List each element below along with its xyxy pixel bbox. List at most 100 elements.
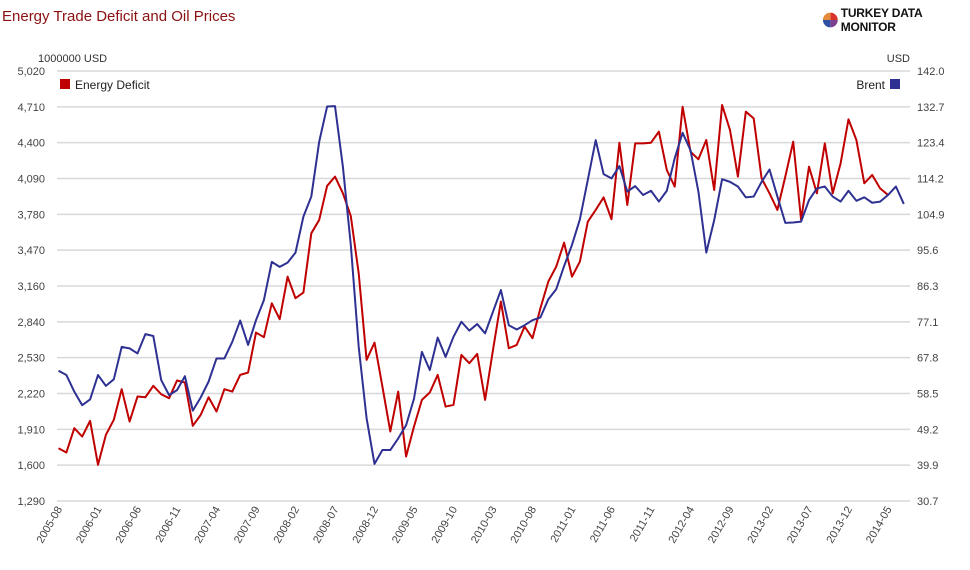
- data-point[interactable]: [230, 389, 235, 394]
- data-point[interactable]: [404, 423, 409, 428]
- data-point[interactable]: [167, 393, 172, 398]
- data-point[interactable]: [72, 426, 77, 431]
- data-point[interactable]: [656, 129, 661, 134]
- data-point[interactable]: [435, 335, 440, 340]
- data-point[interactable]: [483, 397, 488, 402]
- data-point[interactable]: [238, 318, 243, 323]
- data-point[interactable]: [372, 340, 377, 345]
- data-point[interactable]: [64, 373, 69, 378]
- data-point[interactable]: [96, 462, 101, 467]
- data-point[interactable]: [838, 161, 843, 166]
- data-point[interactable]: [680, 104, 685, 109]
- data-point[interactable]: [822, 184, 827, 189]
- data-point[interactable]: [325, 104, 330, 109]
- data-point[interactable]: [317, 217, 322, 222]
- data-point[interactable]: [151, 383, 156, 388]
- data-point[interactable]: [704, 250, 709, 255]
- data-point[interactable]: [554, 264, 559, 269]
- data-point[interactable]: [822, 141, 827, 146]
- data-point[interactable]: [791, 139, 796, 144]
- data-point[interactable]: [88, 397, 93, 402]
- data-point[interactable]: [159, 378, 164, 383]
- data-point[interactable]: [293, 250, 298, 255]
- data-point[interactable]: [143, 395, 148, 400]
- data-point[interactable]: [254, 318, 259, 323]
- data-point[interactable]: [838, 199, 843, 204]
- data-point[interactable]: [688, 148, 693, 153]
- data-point[interactable]: [135, 351, 140, 356]
- data-point[interactable]: [80, 434, 85, 439]
- data-point[interactable]: [514, 327, 519, 332]
- data-point[interactable]: [720, 177, 725, 182]
- data-point[interactable]: [419, 397, 424, 402]
- data-point[interactable]: [214, 356, 219, 361]
- data-point[interactable]: [546, 279, 551, 284]
- data-point[interactable]: [451, 402, 456, 407]
- data-point[interactable]: [127, 346, 132, 351]
- data-point[interactable]: [649, 140, 654, 145]
- data-point[interactable]: [467, 328, 472, 333]
- data-point[interactable]: [617, 164, 622, 169]
- data-point[interactable]: [198, 412, 203, 417]
- data-point[interactable]: [277, 264, 282, 269]
- data-point[interactable]: [427, 368, 432, 373]
- data-point[interactable]: [664, 168, 669, 173]
- data-point[interactable]: [325, 183, 330, 188]
- data-point[interactable]: [712, 218, 717, 223]
- data-point[interactable]: [672, 156, 677, 161]
- data-point[interactable]: [522, 323, 527, 328]
- data-point[interactable]: [878, 199, 883, 204]
- data-point[interactable]: [807, 164, 812, 169]
- data-point[interactable]: [459, 352, 464, 357]
- data-point[interactable]: [198, 395, 203, 400]
- data-point[interactable]: [238, 372, 243, 377]
- data-point[interactable]: [751, 194, 756, 199]
- data-point[interactable]: [846, 188, 851, 193]
- data-point[interactable]: [601, 195, 606, 200]
- data-point[interactable]: [696, 189, 701, 194]
- data-point[interactable]: [111, 377, 116, 382]
- data-point[interactable]: [143, 332, 148, 337]
- data-point[interactable]: [443, 404, 448, 409]
- data-point[interactable]: [538, 315, 543, 320]
- data-point[interactable]: [175, 378, 180, 383]
- data-point[interactable]: [530, 336, 535, 341]
- data-point[interactable]: [254, 330, 259, 335]
- data-point[interactable]: [388, 429, 393, 434]
- data-point[interactable]: [814, 186, 819, 191]
- data-point[interactable]: [609, 176, 614, 181]
- data-point[interactable]: [546, 297, 551, 302]
- data-point[interactable]: [111, 417, 116, 422]
- data-point[interactable]: [214, 409, 219, 414]
- data-point[interactable]: [475, 322, 480, 327]
- data-point[interactable]: [309, 194, 314, 199]
- data-point[interactable]: [443, 354, 448, 359]
- data-point[interactable]: [870, 172, 875, 177]
- data-point[interactable]: [830, 194, 835, 199]
- data-point[interactable]: [412, 424, 417, 429]
- data-point[interactable]: [617, 140, 622, 145]
- data-point[interactable]: [720, 103, 725, 108]
- data-point[interactable]: [269, 301, 274, 306]
- data-point[interactable]: [333, 104, 338, 109]
- data-point[interactable]: [285, 274, 290, 279]
- data-point[interactable]: [791, 220, 796, 225]
- data-point[interactable]: [222, 356, 227, 361]
- data-point[interactable]: [767, 191, 772, 196]
- data-point[interactable]: [261, 335, 266, 340]
- data-point[interactable]: [190, 408, 195, 413]
- data-point[interactable]: [672, 184, 677, 189]
- data-point[interactable]: [96, 373, 101, 378]
- data-point[interactable]: [135, 394, 140, 399]
- data-point[interactable]: [783, 174, 788, 179]
- data-point[interactable]: [854, 198, 859, 203]
- data-point[interactable]: [712, 187, 717, 192]
- data-point[interactable]: [80, 403, 85, 408]
- data-point[interactable]: [182, 374, 187, 379]
- data-point[interactable]: [728, 179, 733, 184]
- data-point[interactable]: [246, 342, 251, 347]
- data-point[interactable]: [577, 217, 582, 222]
- data-point[interactable]: [427, 390, 432, 395]
- data-point[interactable]: [530, 318, 535, 323]
- data-point[interactable]: [799, 219, 804, 224]
